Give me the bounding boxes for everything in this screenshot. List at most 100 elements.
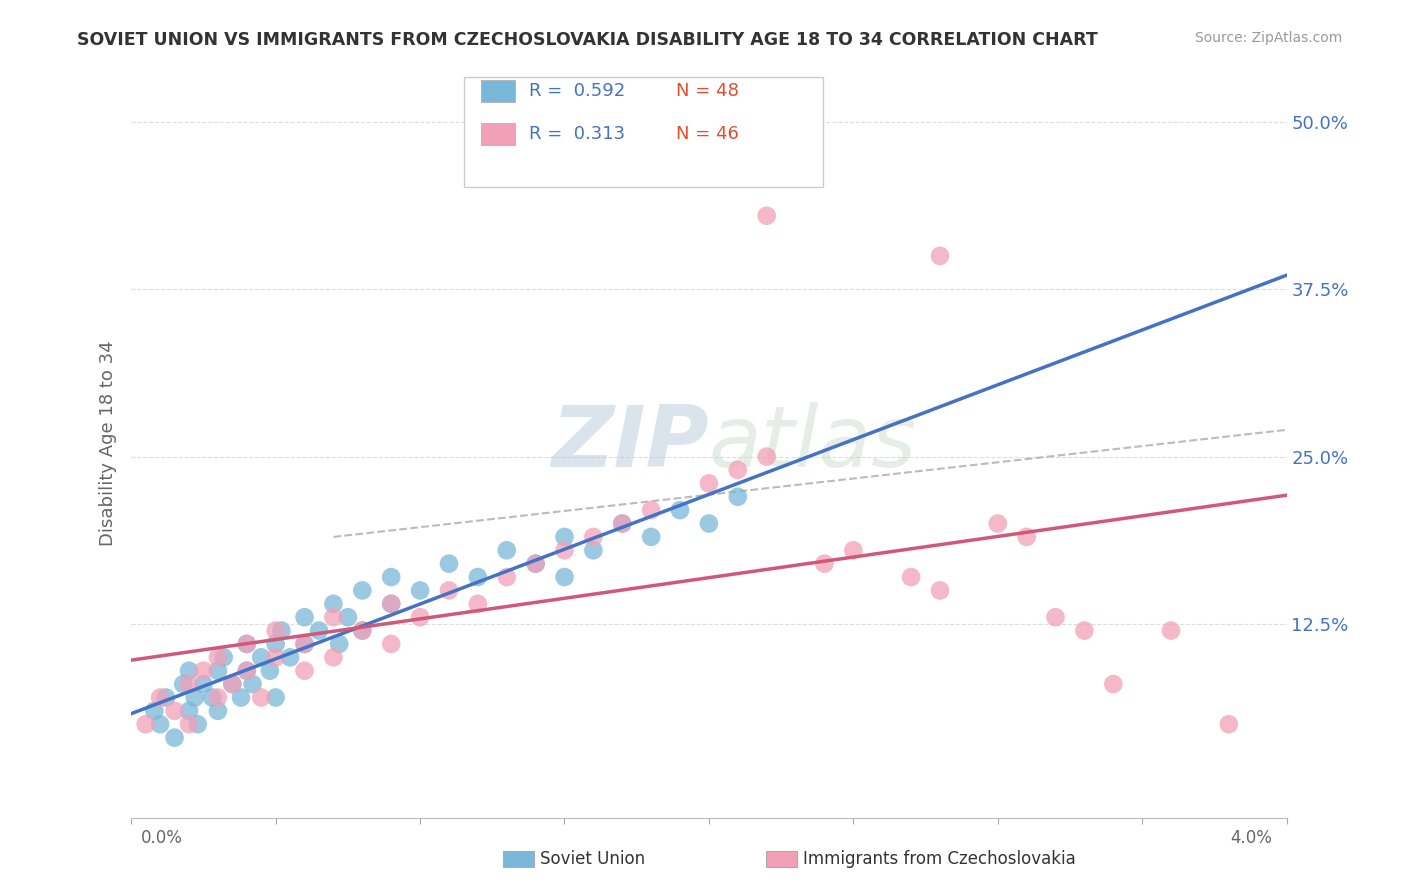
Point (250, 650, 273, 665)
Text: 4.0%: 4.0% (1230, 829, 1272, 847)
Point (1015, 530, 1038, 544)
Point (207, 690, 229, 705)
Point (264, 624, 287, 638)
Point (177, 704, 200, 718)
Point (207, 664, 229, 678)
Point (193, 664, 215, 678)
Point (172, 677, 194, 691)
Text: SOVIET UNION VS IMMIGRANTS FROM CZECHOSLOVAKIA DISABILITY AGE 18 TO 34 CORRELATI: SOVIET UNION VS IMMIGRANTS FROM CZECHOSL… (77, 31, 1098, 49)
Point (380, 597, 402, 611)
Point (177, 677, 200, 691)
Text: Immigrants from Czechoslovakia: Immigrants from Czechoslovakia (803, 850, 1076, 868)
Point (380, 637, 402, 651)
Point (437, 583, 460, 598)
Point (987, 516, 1010, 531)
Point (322, 650, 344, 665)
Point (294, 637, 316, 651)
Point (929, 249, 952, 263)
Point (640, 530, 662, 544)
Point (612, 516, 634, 531)
Point (1218, 717, 1240, 731)
Point (259, 664, 281, 678)
Text: N = 46: N = 46 (676, 125, 740, 143)
Point (322, 610, 344, 624)
Text: ZIP: ZIP (551, 401, 709, 484)
Point (187, 717, 209, 731)
Point (553, 543, 575, 558)
Point (352, 583, 374, 598)
Point (264, 690, 287, 705)
Point (294, 664, 316, 678)
Text: R =  0.313: R = 0.313 (529, 125, 624, 143)
Point (236, 637, 259, 651)
Point (553, 570, 575, 584)
Point (813, 557, 835, 571)
Point (524, 557, 547, 571)
Point (900, 570, 922, 584)
Point (242, 677, 264, 691)
Point (322, 597, 344, 611)
Point (212, 650, 235, 665)
Point (582, 530, 605, 544)
Text: Source: ZipAtlas.com: Source: ZipAtlas.com (1195, 31, 1343, 45)
Point (697, 516, 720, 531)
Point (294, 637, 316, 651)
Point (336, 610, 359, 624)
Point (177, 664, 200, 678)
Point (755, 209, 778, 223)
Point (221, 677, 243, 691)
Point (1102, 677, 1125, 691)
Point (207, 650, 229, 665)
Point (278, 650, 301, 665)
Point (727, 463, 749, 477)
Point (1160, 624, 1182, 638)
Point (553, 530, 575, 544)
Point (135, 717, 157, 731)
Point (612, 516, 634, 531)
Point (929, 583, 952, 598)
Point (1045, 610, 1067, 624)
Point (669, 503, 692, 517)
Text: R =  0.592: R = 0.592 (529, 82, 624, 100)
Point (308, 624, 330, 638)
Point (409, 583, 432, 598)
Point (149, 690, 172, 705)
Point (437, 557, 460, 571)
Point (236, 664, 259, 678)
Point (236, 664, 259, 678)
Point (264, 650, 287, 665)
Point (229, 690, 252, 705)
Point (582, 543, 605, 558)
Point (177, 717, 200, 731)
Point (467, 570, 489, 584)
Point (221, 677, 243, 691)
Point (409, 610, 432, 624)
Point (495, 570, 517, 584)
Point (1073, 624, 1095, 638)
Point (467, 597, 489, 611)
Point (495, 543, 517, 558)
Point (155, 690, 177, 705)
Point (264, 637, 287, 651)
Text: N = 48: N = 48 (676, 82, 740, 100)
Point (193, 677, 215, 691)
Point (207, 704, 229, 718)
Point (163, 704, 186, 718)
Point (727, 490, 749, 504)
Point (149, 717, 172, 731)
Point (163, 731, 186, 745)
Point (640, 503, 662, 517)
Point (236, 637, 259, 651)
Point (352, 624, 374, 638)
Point (755, 450, 778, 464)
Point (380, 570, 402, 584)
Point (270, 624, 292, 638)
Point (201, 690, 224, 705)
Point (143, 704, 166, 718)
Point (524, 557, 547, 571)
Text: Soviet Union: Soviet Union (540, 850, 645, 868)
Point (250, 690, 273, 705)
Point (352, 624, 374, 638)
Point (184, 690, 207, 705)
Point (328, 637, 350, 651)
